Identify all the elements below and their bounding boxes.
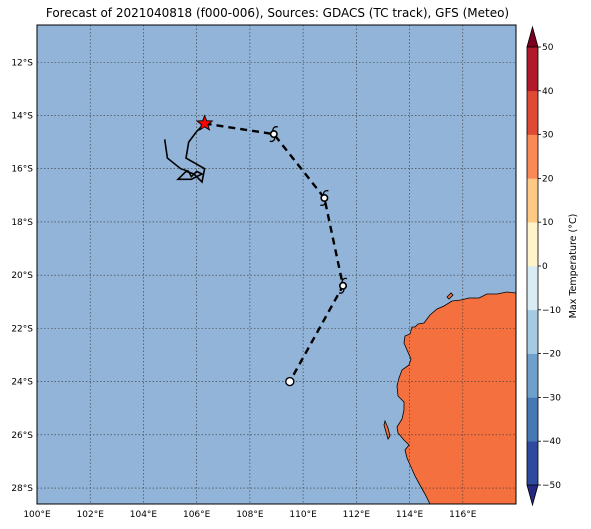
colorbar-segment	[527, 266, 538, 311]
colorbar-tick-label: −40	[542, 437, 561, 447]
forecast-track-line	[204, 122, 345, 383]
colorbar-segment	[527, 47, 538, 92]
island-dirk-hartog	[383, 419, 391, 440]
map-title: Forecast of 2021040818 (f000-006), Sourc…	[45, 6, 510, 20]
map-frame	[36, 24, 517, 505]
colorbar-bottom-extension	[526, 484, 539, 507]
colorbar-segment	[527, 309, 538, 354]
colorbar-tick-label: 30	[542, 131, 554, 141]
lat-tick-label: 20°S	[11, 271, 33, 281]
colorbar-segment	[527, 134, 538, 179]
colorbar-tick-label: 10	[542, 218, 554, 228]
cyclone-track	[163, 114, 348, 387]
colorbar-segment	[527, 90, 538, 135]
cyclone-symbol-icon	[320, 189, 329, 207]
lon-tick-label: 100°E	[23, 510, 51, 520]
low-pressure-icon	[285, 376, 295, 387]
colorbar-tick-label: −20	[542, 350, 561, 360]
cyclone-symbol-icon	[269, 126, 279, 143]
colorbar-label: Max Temperature (°C)	[568, 214, 579, 319]
lon-tick-label: 116°E	[449, 510, 477, 520]
lon-tick-label: 110°E	[289, 510, 317, 520]
lon-tick-label: 104°E	[130, 510, 158, 520]
colorbar-segment	[527, 222, 538, 267]
colorbar: 50 40 30 20 10 0 −10 −20 −30 −40 −50 Max Temperatur…	[526, 25, 579, 507]
lat-tick-label: 24°S	[11, 378, 33, 388]
lon-tick-label: 114°E	[396, 510, 424, 520]
colorbar-tick-label: −50	[542, 481, 561, 491]
colorbar-tick-label: 40	[542, 87, 554, 97]
land-western-australia	[396, 291, 516, 504]
lon-tick-label: 106°E	[183, 510, 211, 520]
colorbar-tick-label: 20	[542, 174, 554, 184]
colorbar-segment	[527, 397, 538, 442]
lat-tick-label: 28°S	[11, 484, 33, 494]
colorbar-tick-label: −30	[542, 393, 561, 403]
colorbar-tick-label: −10	[542, 306, 561, 316]
current-position-star-icon	[195, 114, 214, 131]
island-bernier	[446, 292, 454, 300]
cyclone-symbol-icon	[338, 277, 348, 294]
colorbar-tick-label: 0	[542, 262, 548, 272]
lat-tick-label: 22°S	[11, 324, 33, 334]
lat-tick-label: 16°S	[11, 165, 33, 175]
axis-ticks: 100°E 102°E 104°E 106°E 108°E 110°E 112°E 114°E…	[11, 58, 476, 520]
lon-tick-label: 112°E	[343, 510, 371, 520]
lat-tick-label: 12°S	[11, 58, 33, 68]
graticule	[37, 25, 516, 504]
colorbar-tick-label: 50	[542, 43, 554, 53]
colorbar-segment	[527, 353, 538, 398]
lat-tick-label: 18°S	[11, 218, 33, 228]
lon-tick-label: 102°E	[77, 510, 105, 520]
lat-tick-label: 26°S	[11, 431, 33, 441]
lat-tick-label: 14°S	[11, 111, 33, 121]
colorbar-top-extension	[526, 25, 539, 48]
colorbar-segment	[527, 178, 538, 223]
past-track-line	[163, 122, 206, 184]
colorbar-segment	[527, 441, 538, 486]
lon-tick-label: 108°E	[236, 510, 264, 520]
